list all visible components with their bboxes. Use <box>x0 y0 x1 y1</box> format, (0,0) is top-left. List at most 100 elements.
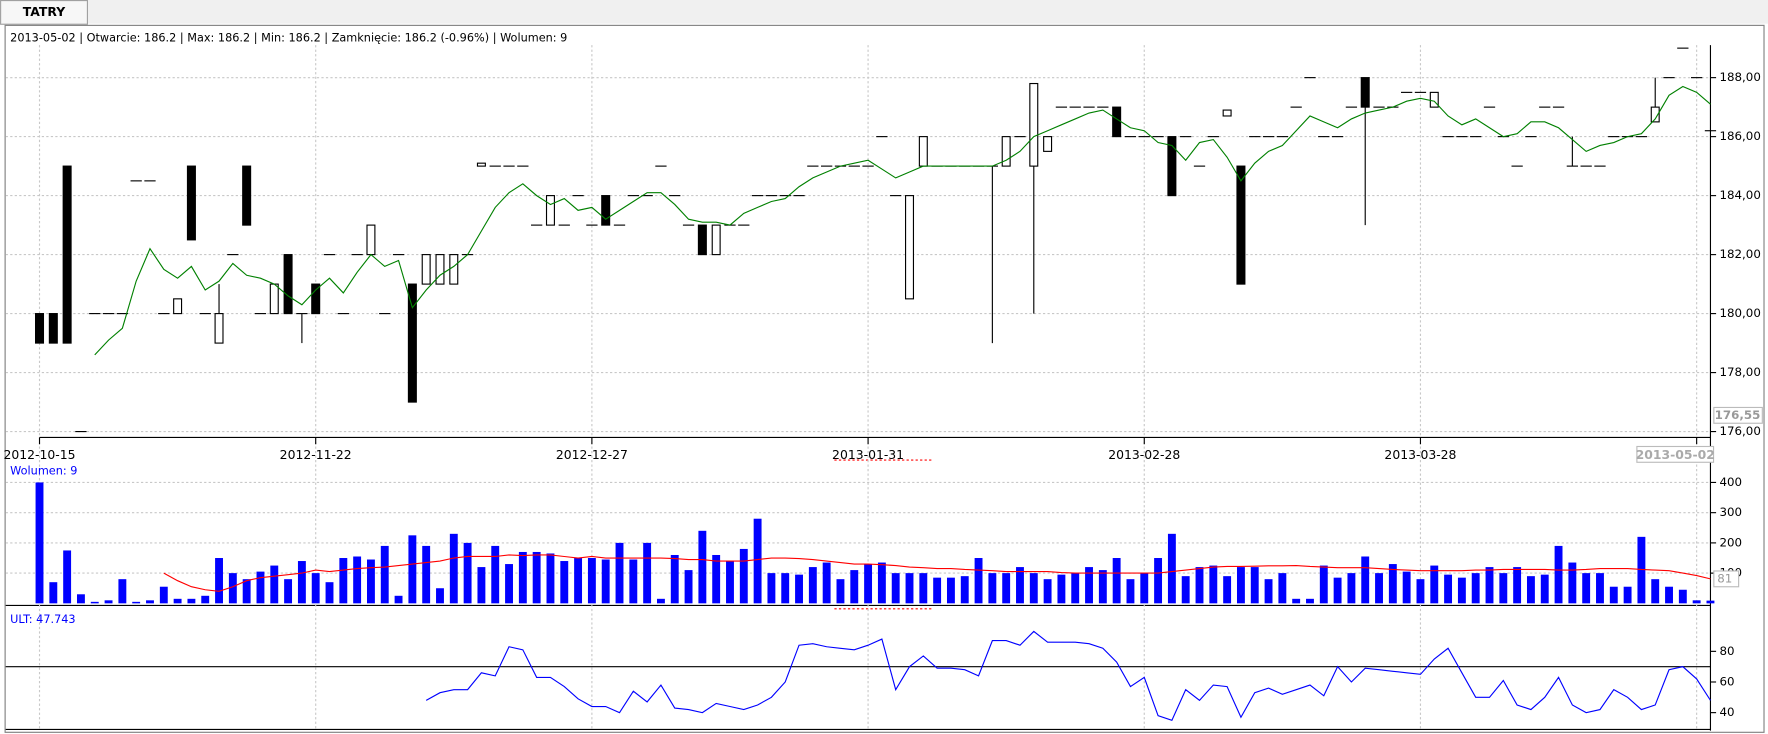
volume-bar <box>1236 567 1245 604</box>
volume-bar <box>822 562 831 604</box>
volume-bar <box>1333 577 1342 604</box>
volume-bar <box>146 600 154 604</box>
tab-bar <box>0 0 1768 24</box>
candle-body <box>1236 165 1246 285</box>
volume-bar <box>1181 576 1190 604</box>
volume-bar <box>1499 573 1508 604</box>
candle-body <box>1360 77 1370 108</box>
volume-bar <box>808 567 817 604</box>
volume-bar <box>1388 564 1397 604</box>
candle-body <box>214 313 224 344</box>
volume-bar <box>1195 567 1204 604</box>
candle-body <box>545 195 555 226</box>
volume-bar <box>173 598 182 604</box>
volume-bar <box>1678 589 1687 604</box>
volume-bar <box>974 558 983 604</box>
volume-bar <box>698 530 707 604</box>
volume-bar <box>905 573 914 604</box>
volume-bar <box>228 573 237 604</box>
y-tick-label: 200 <box>1719 535 1742 549</box>
x-tick-label: 2013-03-28 <box>1384 447 1456 462</box>
candle-body <box>1043 136 1053 152</box>
volume-bar <box>1154 558 1163 604</box>
y-tick-label: 184,00 <box>1719 188 1760 202</box>
y-tick-label: 300 <box>1719 505 1742 519</box>
y-tick-label: 180,00 <box>1719 306 1760 320</box>
candle-body <box>1222 109 1232 117</box>
volume-bar <box>49 582 58 604</box>
volume-bar <box>643 542 652 604</box>
line <box>94 85 1711 356</box>
ohlc-header: 2013-05-02 | Otwarcie: 186.2 | Max: 186.… <box>10 31 567 44</box>
y-tick-label: 186,00 <box>1719 129 1760 143</box>
candle-body <box>918 136 928 167</box>
volume-bar <box>891 573 900 604</box>
volume-bar <box>325 582 334 604</box>
volume-bar <box>574 558 583 604</box>
y-tick-label: 80 <box>1719 644 1734 658</box>
volume-bar <box>1665 586 1673 604</box>
volume-bar <box>1002 573 1011 604</box>
ma-marker-label: 81 <box>1717 571 1732 585</box>
y-tick-label: 188,00 <box>1719 70 1760 84</box>
volume-bar <box>1609 586 1618 604</box>
y-tick-label: 178,00 <box>1719 365 1760 379</box>
volume-bar <box>422 545 431 604</box>
y-tick-label: 60 <box>1719 674 1734 688</box>
volume-bar <box>1223 576 1232 604</box>
volume-bar <box>1029 573 1038 604</box>
volume-bar <box>1471 573 1480 604</box>
volume-bar <box>215 558 223 604</box>
volume-bar <box>394 595 403 604</box>
y-tick-label: 400 <box>1719 475 1742 489</box>
tab[interactable] <box>0 0 88 25</box>
volume-bar <box>795 574 803 604</box>
volume-bar <box>1085 567 1093 604</box>
volume-bar <box>1651 579 1660 604</box>
candle-body <box>1167 136 1177 197</box>
volume-bar <box>1278 573 1287 604</box>
price-marker-box <box>1713 406 1763 424</box>
line <box>425 630 1711 721</box>
y-tick-label: 182,00 <box>1719 247 1760 261</box>
ma-marker-box <box>1713 570 1740 588</box>
volume-bar <box>1098 570 1107 604</box>
volume-bar <box>919 573 928 604</box>
tab-label[interactable]: TATRY <box>23 4 66 19</box>
candle-body <box>435 254 445 285</box>
volume-bar <box>615 542 624 604</box>
volume-bar <box>118 579 127 604</box>
volume-bar <box>1457 577 1466 604</box>
x-tick-label: 2012-12-27 <box>556 447 628 462</box>
volume-bar <box>781 573 790 604</box>
x-tick-label: 2012-11-22 <box>280 447 352 462</box>
volume-bar <box>988 573 997 604</box>
y-tick-label: 176,00 <box>1719 424 1760 438</box>
volume-bar <box>1043 579 1052 604</box>
volume-bar <box>90 601 99 604</box>
candle-body <box>601 195 611 226</box>
volume-bar <box>532 551 541 604</box>
volume-bar <box>877 562 886 604</box>
candle-body <box>1650 106 1660 123</box>
volume-bar <box>629 559 638 604</box>
volume-bar <box>297 561 306 604</box>
volume-bar <box>1016 567 1024 604</box>
volume-bar <box>463 542 472 604</box>
volume-bar <box>1554 545 1563 604</box>
volume-bar <box>739 548 748 604</box>
volume-bar <box>1637 536 1646 604</box>
volume-bar <box>187 598 196 604</box>
volume-bar <box>76 594 85 604</box>
volume-bar <box>946 577 955 604</box>
volume-bar <box>380 545 389 604</box>
volume-bar <box>1416 579 1425 604</box>
line <box>163 554 1711 592</box>
candle-body <box>35 313 45 344</box>
x-tick-label: 2013-01-31 <box>832 447 904 462</box>
candle-body <box>1429 91 1439 108</box>
volume-bar <box>449 533 458 604</box>
volume-bar <box>1430 565 1439 604</box>
